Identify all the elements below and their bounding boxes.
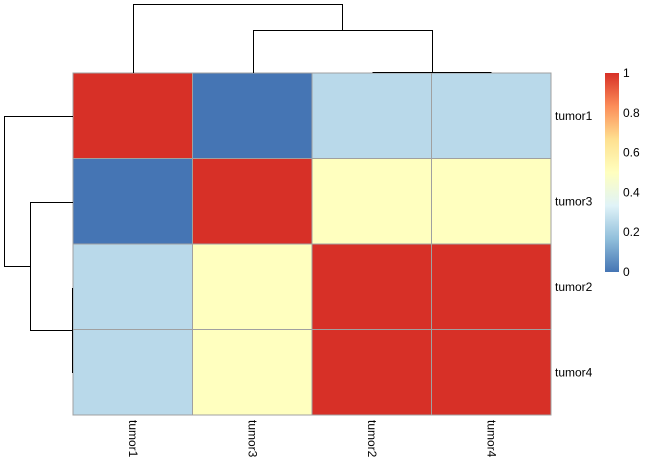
row-label: tumor2 <box>555 280 593 294</box>
heatmap-cells <box>72 72 552 416</box>
heatmap-cell-tumor2-tumor1 <box>72 243 193 330</box>
colorbar-ticks: 0 0.2 0.4 0.6 0.8 1 <box>623 66 640 279</box>
dendrograms <box>4 4 492 373</box>
column-label: tumor4 <box>484 420 498 458</box>
heatmap-cell-tumor4-tumor4 <box>431 329 552 416</box>
heatmap-cell-tumor2-tumor2 <box>311 243 432 330</box>
colorbar-tick-label: 1 <box>623 66 630 80</box>
heatmap-cell-tumor2-tumor4 <box>431 243 552 330</box>
heatmap-cell-tumor3-tumor1 <box>72 158 193 245</box>
heatmap-cell-tumor4-tumor1 <box>72 329 193 416</box>
heatmap-cell-tumor4-tumor3 <box>192 329 313 416</box>
heatmap-cell-tumor4-tumor2 <box>311 329 432 416</box>
colorbar-tick-label: 0.6 <box>623 146 640 160</box>
heatmap-cell-tumor2-tumor3 <box>192 243 313 330</box>
heatmap-cell-tumor1-tumor4 <box>431 72 552 159</box>
heatmap-cell-tumor1-tumor1 <box>72 72 193 159</box>
row-label: tumor1 <box>555 109 593 123</box>
heatmap-cell-tumor3-tumor4 <box>431 158 552 245</box>
colorbar-tick-label: 0.8 <box>623 106 640 120</box>
heatmap-cell-tumor3-tumor2 <box>311 158 432 245</box>
colorbar-tick-label: 0 <box>623 265 630 279</box>
column-label: tumor2 <box>365 420 379 458</box>
column-label: tumor3 <box>245 420 259 458</box>
colorbar-tick-label: 0.2 <box>623 225 640 239</box>
row-dendrogram <box>4 116 73 373</box>
heatmap-cell-tumor1-tumor2 <box>311 72 432 159</box>
heatmap-cell-tumor3-tumor3 <box>192 158 313 245</box>
row-labels: tumor1 tumor3 tumor2 tumor4 <box>555 109 593 380</box>
column-labels: tumor1 tumor3 tumor2 tumor4 <box>126 420 499 458</box>
row-label: tumor4 <box>555 365 593 379</box>
column-label: tumor1 <box>126 420 140 458</box>
row-label: tumor3 <box>555 194 593 208</box>
column-dendrogram <box>133 4 492 73</box>
colorbar-tick-label: 0.4 <box>623 185 640 199</box>
heatmap-cell-tumor1-tumor3 <box>192 72 313 159</box>
colorbar <box>605 73 619 272</box>
